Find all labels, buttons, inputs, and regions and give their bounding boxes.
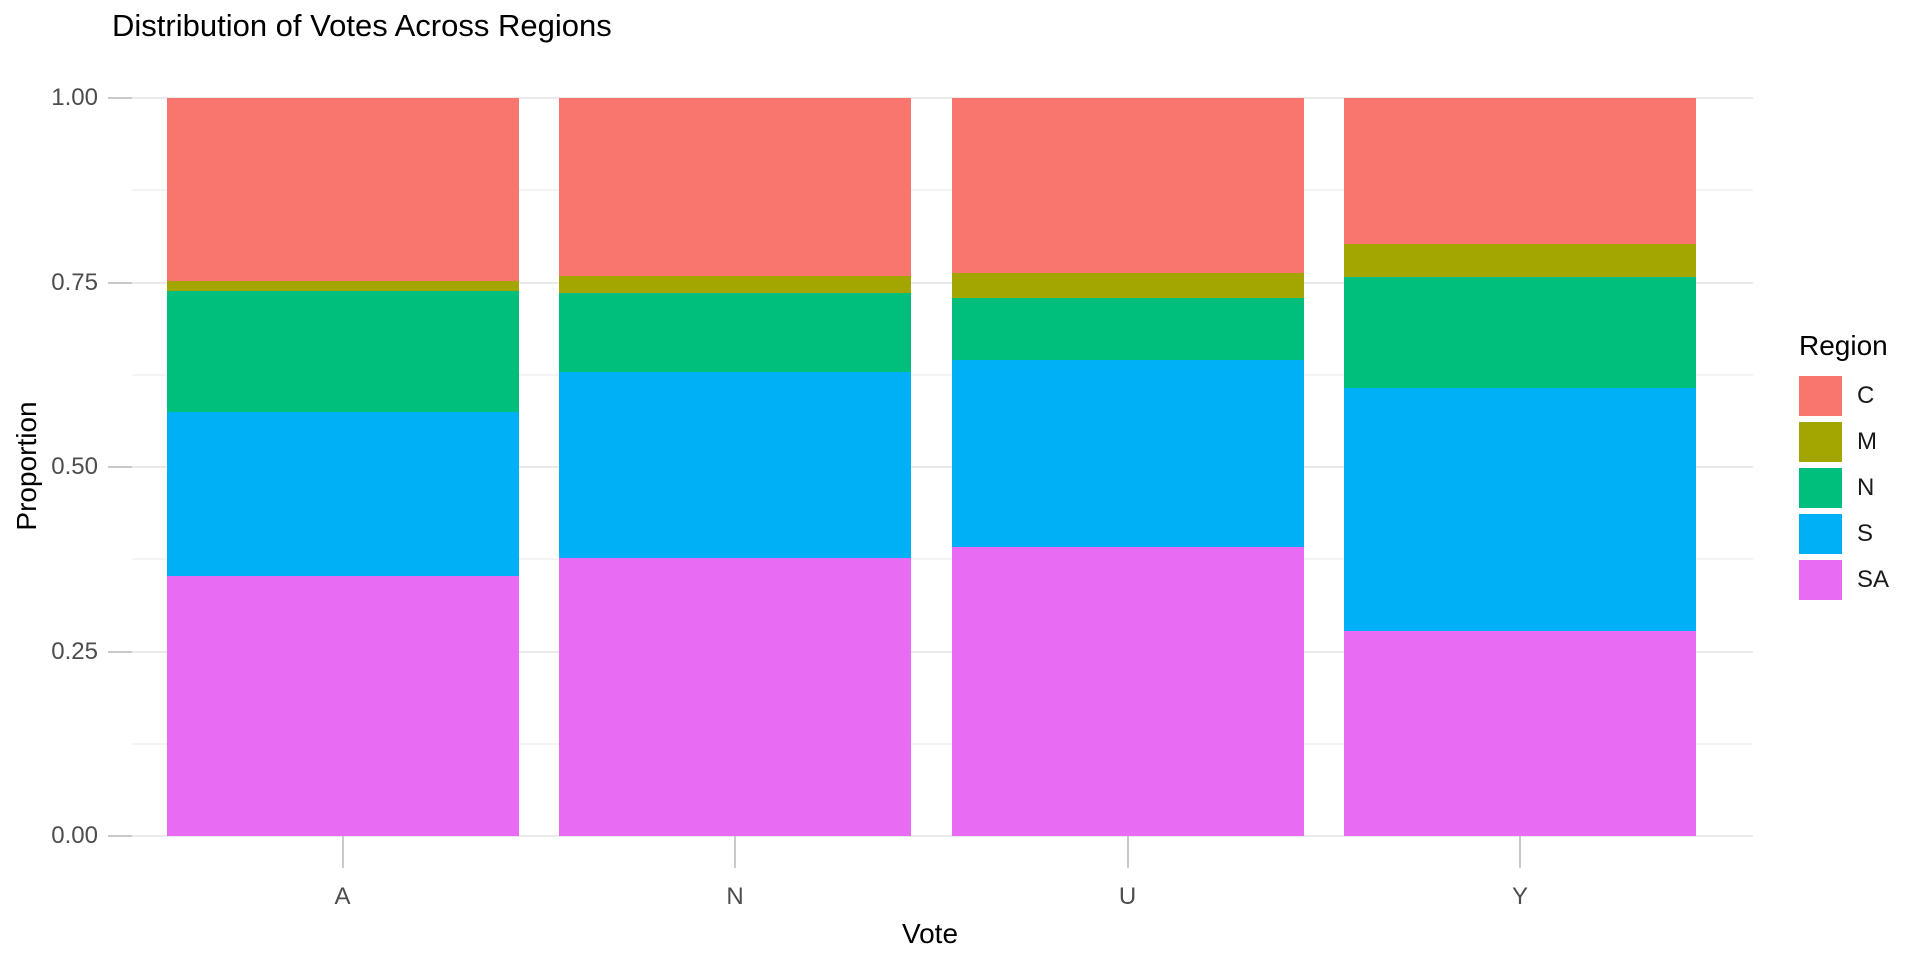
x-axis-tick-label: A [334, 883, 351, 910]
gridline-minor [132, 373, 1753, 376]
gridline-minor [132, 742, 1753, 745]
legend-label-N: N [1857, 474, 1875, 501]
legend-items: C M N S SA [1799, 376, 1889, 600]
legend-key-C [1799, 376, 1842, 416]
bar-segment-Y-N [1344, 277, 1696, 389]
y-axis-tick-label: 0.75 [51, 268, 98, 296]
bar-segment-Y-S [1344, 388, 1696, 631]
bar-segment-U-SA [951, 546, 1304, 836]
legend-item-C: C [1799, 376, 1889, 416]
y-axis-tick [108, 97, 132, 99]
legend-label-S: S [1857, 520, 1874, 547]
x-axis-tick-label: N [726, 883, 744, 910]
chart-title: Distribution of Votes Across Regions [112, 8, 612, 43]
bar-segment-A-SA [166, 576, 519, 836]
bar-segment-A-C [166, 98, 519, 282]
bar-segment-A-S [166, 412, 519, 577]
bar-segment-U-S [951, 359, 1304, 547]
x-axis-tick [1126, 836, 1129, 868]
legend-item-N: N [1799, 468, 1889, 508]
x-axis-tick-label: Y [1511, 883, 1528, 910]
plot-panel [132, 97, 1753, 837]
y-axis-tick-label: 0.50 [51, 453, 98, 480]
bar-segment-U-C [951, 98, 1304, 273]
gridline-major [132, 466, 1753, 468]
gridline-minor [132, 558, 1753, 561]
x-axis-tick-label: U [1118, 883, 1137, 910]
legend-key-SA [1799, 560, 1842, 600]
y-axis-tick [108, 466, 132, 468]
gridline-major [132, 281, 1753, 284]
bar-segment-N-S [559, 371, 911, 558]
bar-segment-U-M [951, 272, 1304, 298]
legend-label-C: C [1857, 382, 1875, 409]
y-axis-tick-label: 0.00 [51, 822, 98, 849]
bar-segment-N-N [559, 292, 911, 372]
bar-segment-N-SA [559, 557, 911, 836]
legend-item-S: S [1799, 514, 1889, 554]
gridline-major [132, 97, 1753, 99]
bar-segment-N-C [559, 98, 911, 276]
legend-item-M: M [1799, 422, 1889, 462]
gridline-major [132, 650, 1753, 653]
y-axis-tick-label: 1.00 [51, 84, 98, 111]
legend-title: Region [1799, 330, 1888, 361]
gridline-minor [132, 189, 1753, 192]
x-axis-tick [734, 836, 736, 868]
bar-segment-U-N [951, 297, 1304, 360]
bar-segment-A-N [166, 291, 519, 413]
x-axis-title: Vote [901, 918, 959, 949]
y-axis-tick [108, 835, 132, 837]
y-axis-tick [108, 281, 132, 284]
legend: Region C M N S SA [1799, 330, 1889, 606]
gridline-major [132, 835, 1753, 837]
bar-segment-A-M [166, 281, 519, 292]
x-axis-tick [341, 836, 344, 868]
bar-segment-N-M [559, 275, 911, 293]
y-axis-tick-label: 0.25 [51, 637, 98, 665]
bar-segment-Y-M [1344, 244, 1696, 278]
legend-label-SA: SA [1857, 566, 1890, 593]
legend-key-M [1799, 422, 1842, 462]
y-axis-tick [108, 650, 132, 653]
bar-segment-Y-SA [1344, 630, 1696, 836]
legend-key-S [1799, 514, 1842, 554]
x-axis-tick [1519, 836, 1521, 868]
legend-item-SA: SA [1799, 560, 1889, 600]
bar-segment-Y-C [1344, 98, 1696, 245]
legend-key-N [1799, 468, 1842, 508]
legend-label-M: M [1857, 428, 1877, 455]
